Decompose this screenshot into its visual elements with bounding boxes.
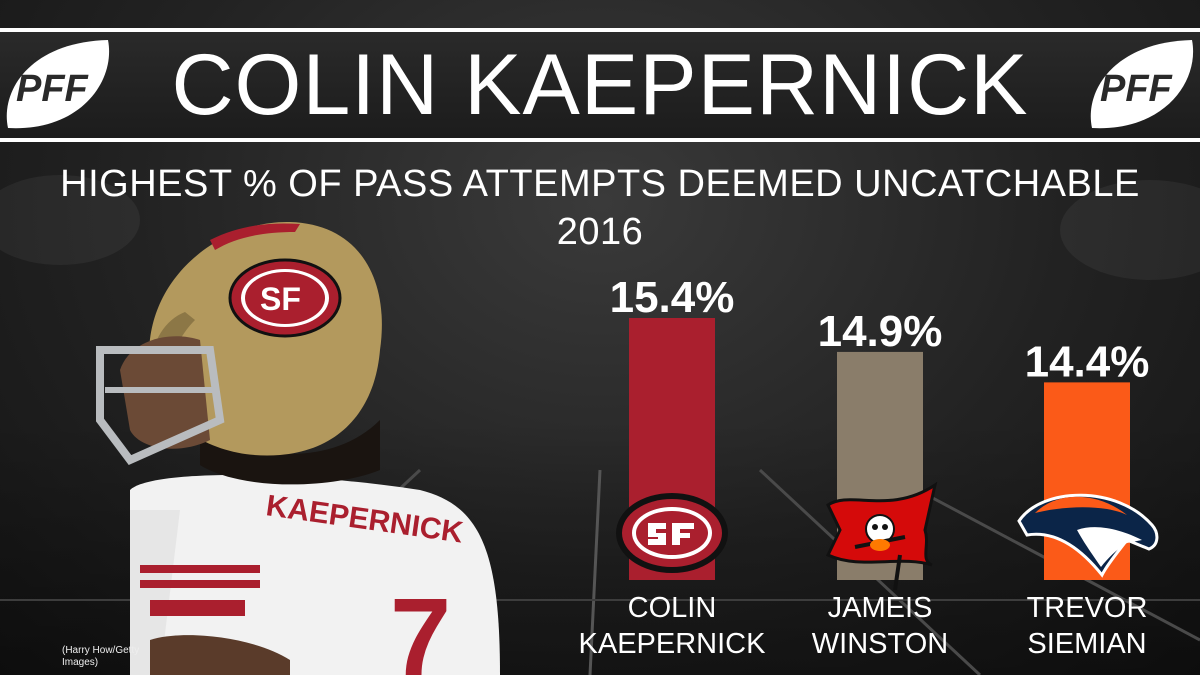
value-label-3: 14.4% bbox=[1025, 337, 1150, 386]
svg-text:PFF: PFF bbox=[1100, 68, 1174, 110]
svg-text:SF: SF bbox=[260, 281, 301, 317]
buccaneers-flag-icon bbox=[825, 481, 938, 591]
value-label-1: 15.4% bbox=[610, 273, 735, 322]
broncos-horse-icon bbox=[1017, 493, 1159, 578]
pff-logo-right: PFF bbox=[1090, 40, 1194, 129]
chart-subtitle: HIGHEST % OF PASS ATTEMPTS DEEMED UNCATC… bbox=[0, 160, 1200, 256]
subtitle-line-2: 2016 bbox=[556, 211, 644, 253]
value-label-2: 14.9% bbox=[818, 307, 943, 356]
title-band bbox=[0, 28, 1200, 142]
player-photo: KAEPERNICK 7 SF bbox=[96, 221, 500, 675]
category-label-2-line-2: WINSTON bbox=[812, 628, 948, 660]
49ers-logo-icon bbox=[616, 493, 728, 573]
category-label-1-line-1: COLIN bbox=[628, 592, 717, 624]
page-title: COLIN KAEPERNICK bbox=[171, 36, 1029, 133]
photo-credit: (Harry How/Getty Images) bbox=[62, 645, 140, 668]
pff-logo-left: PFF bbox=[6, 40, 110, 129]
category-label-3-line-2: SIEMIAN bbox=[1027, 628, 1146, 660]
svg-text:7: 7 bbox=[390, 576, 451, 675]
svg-text:PFF: PFF bbox=[16, 68, 90, 110]
category-label-2-line-1: JAMEIS bbox=[828, 592, 933, 624]
subtitle-line-1: HIGHEST % OF PASS ATTEMPTS DEEMED UNCATC… bbox=[60, 163, 1140, 205]
category-label-1-line-2: KAEPERNICK bbox=[579, 628, 767, 660]
category-label-3-line-1: TREVOR bbox=[1027, 592, 1148, 624]
